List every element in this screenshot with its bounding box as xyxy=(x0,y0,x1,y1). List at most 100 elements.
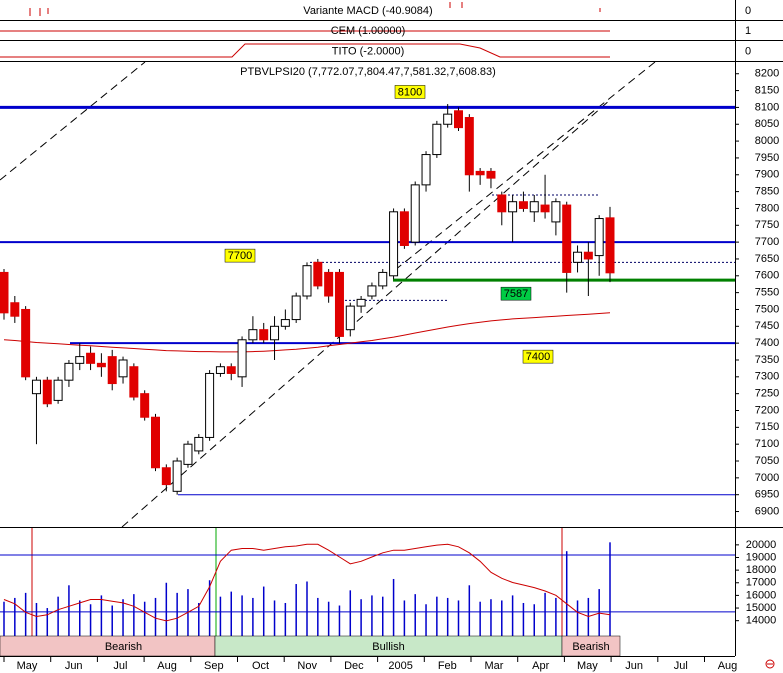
candle-body xyxy=(378,271,388,287)
volume-bar xyxy=(111,605,113,636)
candle-body xyxy=(573,251,583,263)
candle-body xyxy=(248,329,258,341)
volume-bar xyxy=(468,585,471,636)
volume-bar xyxy=(317,597,319,636)
y-tick-label: 7700 xyxy=(755,236,779,248)
volume-bar xyxy=(306,581,308,636)
candle-body xyxy=(540,204,550,213)
volume-bar xyxy=(176,592,178,636)
y-tick-label: 7100 xyxy=(755,438,779,450)
volume-bar xyxy=(3,601,5,636)
y-tick-label: 7600 xyxy=(755,270,779,282)
x-tick-label: Dec xyxy=(344,660,364,672)
y-tick-label: 8150 xyxy=(755,84,779,96)
volume-bar xyxy=(403,600,406,636)
volume-bar xyxy=(479,601,481,636)
volume-bar xyxy=(490,599,492,636)
volume-bar xyxy=(46,608,49,636)
x-tick-label: Apr xyxy=(532,660,549,672)
volume-bar xyxy=(533,604,535,636)
volume-bar xyxy=(154,597,157,636)
candle-body xyxy=(107,356,117,385)
volume-bar xyxy=(241,595,243,636)
y-tick-label: 14000 xyxy=(746,615,777,627)
candle-body xyxy=(389,211,399,277)
volume-bar xyxy=(414,594,416,636)
candle-body xyxy=(0,271,9,314)
volume-bar xyxy=(165,582,168,636)
volume-bar xyxy=(57,596,59,636)
x-tick-label: May xyxy=(17,660,38,672)
candle-body xyxy=(75,356,85,364)
y-tick-label: 15000 xyxy=(746,602,777,614)
x-tick-label: Sep xyxy=(204,660,224,672)
candle-body xyxy=(594,218,604,257)
volume-bar xyxy=(284,602,287,636)
x-tick-label: Jul xyxy=(674,660,688,672)
volume-bar xyxy=(198,602,200,636)
candle-body xyxy=(31,379,41,395)
tito-line xyxy=(0,43,610,58)
x-tick-label: Aug xyxy=(718,660,738,672)
level-label-box xyxy=(522,349,554,364)
candle-body xyxy=(42,379,52,405)
status-icon xyxy=(765,659,775,669)
x-tick-label: Jun xyxy=(625,660,643,672)
candle-body xyxy=(464,117,474,176)
y-tick-label: 20000 xyxy=(746,539,777,551)
frames xyxy=(0,0,783,657)
volume-bar xyxy=(252,597,254,636)
volume-bar xyxy=(262,586,265,636)
candle-body xyxy=(432,123,442,156)
volume-bar xyxy=(338,605,341,636)
volume-bar xyxy=(24,592,27,636)
volume-bar xyxy=(273,600,276,636)
candle-body xyxy=(529,201,539,213)
candle-body xyxy=(291,295,301,321)
level-label-box xyxy=(224,248,256,263)
candle-body xyxy=(562,204,572,273)
volume-bar xyxy=(382,596,384,636)
volume-bar xyxy=(68,585,70,636)
candle-body xyxy=(356,298,366,307)
volume-bar xyxy=(35,602,38,636)
candle-body xyxy=(399,211,409,246)
y-tick-label: 8000 xyxy=(755,135,779,147)
x-tick-label: 2005 xyxy=(388,660,412,672)
y-tick-label: 7900 xyxy=(755,169,779,181)
candle-body xyxy=(367,285,377,297)
volume-bar xyxy=(230,591,232,636)
y-tick-label: 8200 xyxy=(755,68,779,80)
y-tick-label: 7850 xyxy=(755,186,779,198)
level-label: 7400 xyxy=(526,351,550,363)
trend-lines xyxy=(0,61,656,528)
y-tick-label: 7950 xyxy=(755,152,779,164)
candle-body xyxy=(194,436,204,452)
candle-body xyxy=(270,325,280,341)
candle-body xyxy=(118,359,128,378)
y-tick-label: 16000 xyxy=(746,589,777,601)
phase-label: Bullish xyxy=(372,641,404,653)
y-tick-label: 19000 xyxy=(746,551,777,563)
moving-average xyxy=(3,312,611,353)
y-tick-label: 1 xyxy=(745,25,751,37)
y-tick-label: 7000 xyxy=(755,472,779,484)
volume-bar xyxy=(208,580,211,636)
x-tick-label: Jul xyxy=(113,660,127,672)
candle-body xyxy=(345,305,355,331)
candle-body xyxy=(205,372,215,438)
level-label: 7700 xyxy=(228,250,252,262)
candle-body xyxy=(10,302,20,317)
volume-bar xyxy=(425,604,427,636)
candle-body xyxy=(259,329,269,341)
y-tick-label: 6950 xyxy=(755,489,779,501)
volume-bar xyxy=(609,542,611,636)
candle-body xyxy=(497,194,507,213)
candle-body xyxy=(21,308,31,378)
volume-bar xyxy=(446,597,449,636)
volume-bar xyxy=(522,602,525,636)
volume-bar xyxy=(79,600,81,636)
